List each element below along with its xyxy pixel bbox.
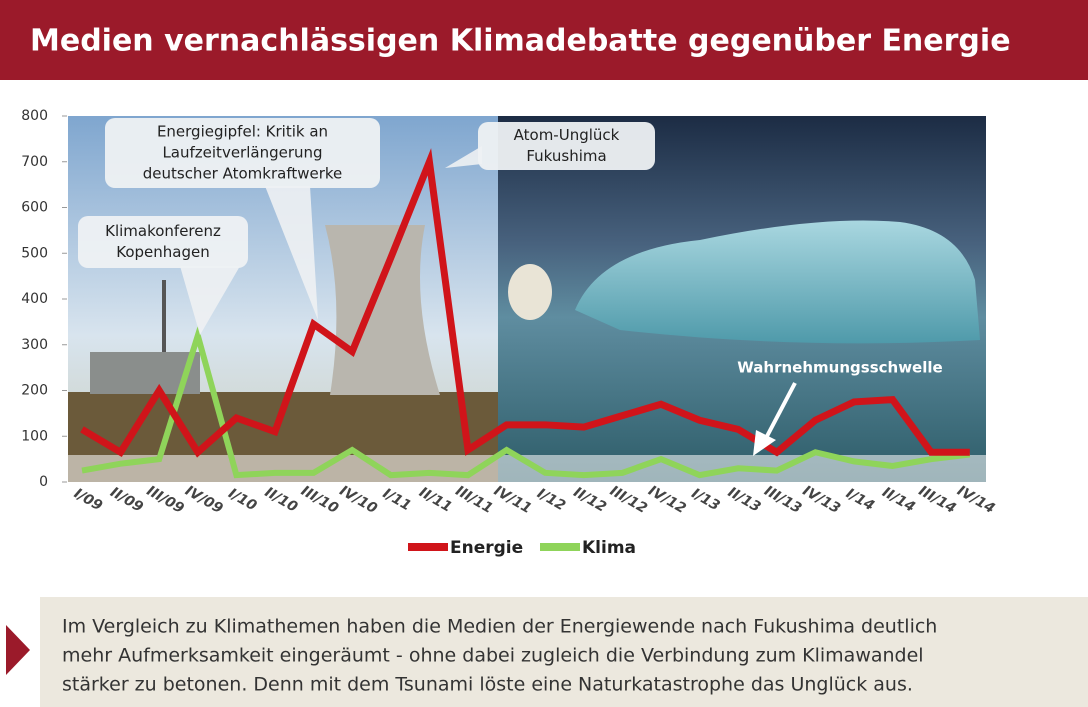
callout-text: Kopenhagen (116, 243, 209, 261)
x-tick-label: III/10 (298, 483, 341, 517)
summary-marker (6, 625, 30, 675)
x-tick-label: IV/12 (645, 483, 688, 517)
callout-text: Fukushima (526, 147, 606, 165)
chimney (162, 280, 166, 360)
legend-label: Energie (450, 538, 523, 558)
x-tick-label: I/13 (689, 486, 723, 515)
y-tick-label: 600 (21, 200, 48, 216)
callout-text: deutscher Atomkraftwerke (143, 165, 343, 183)
x-tick-label: II/13 (725, 484, 763, 515)
x-tick-label: III/11 (453, 483, 496, 517)
polar-bear (508, 264, 552, 320)
x-tick-label: II/10 (262, 484, 301, 515)
slide: Medien vernachlässigen Klimadebatte gege… (0, 0, 1088, 707)
x-tick-label: II/11 (416, 484, 454, 515)
x-tick-label: I/10 (225, 486, 259, 515)
summary-text: mehr Aufmerksamkeit eingeräumt - ohne da… (62, 645, 924, 667)
y-tick-label: 500 (21, 245, 48, 261)
x-tick-label: IV/10 (337, 483, 380, 517)
callout-text: Klimakonferenz (105, 222, 221, 240)
x-tick-label: II/09 (107, 484, 146, 515)
legend-label: Klima (582, 538, 636, 558)
page: Medien vernachlässigen Klimadebatte gege… (0, 0, 1088, 707)
callout-text: Atom-Unglück (514, 126, 620, 144)
summary-text: Im Vergleich zu Klimathemen haben die Me… (62, 616, 937, 638)
y-tick-label: 700 (21, 154, 48, 170)
x-tick-label: IV/11 (491, 483, 534, 517)
slide-title: Medien vernachlässigen Klimadebatte gege… (30, 24, 1011, 59)
callout-text: Laufzeitverlängerung (162, 144, 322, 162)
y-tick-label: 400 (21, 291, 48, 307)
y-tick-label: 300 (21, 337, 48, 353)
x-tick-label: IV/13 (800, 483, 843, 517)
x-tick-label: III/14 (916, 483, 959, 517)
x-tick-label: IV/09 (182, 483, 225, 517)
x-tick-label: II/12 (571, 484, 609, 515)
x-tick-label: I/11 (380, 486, 414, 515)
x-tick-label: IV/14 (954, 483, 997, 517)
x-tick-label: II/14 (879, 484, 917, 515)
x-tick-label: III/09 (144, 483, 187, 517)
y-tick-label: 800 (21, 108, 48, 124)
x-tick-label: I/12 (534, 486, 568, 515)
y-tick-label: 100 (21, 428, 48, 444)
summary-text: stärker zu betonen. Denn mit dem Tsunami… (62, 674, 913, 696)
y-tick-label: 0 (39, 474, 48, 490)
y-tick-label: 200 (21, 383, 48, 399)
callout-text: Energiegipfel: Kritik an (157, 123, 328, 141)
x-tick-label: I/14 (843, 486, 877, 515)
x-tick-label: III/13 (761, 483, 804, 517)
x-tick-label: I/09 (71, 486, 105, 515)
x-tick-label: III/12 (607, 483, 650, 517)
threshold-label: Wahrnehmungsschwelle (737, 359, 942, 377)
